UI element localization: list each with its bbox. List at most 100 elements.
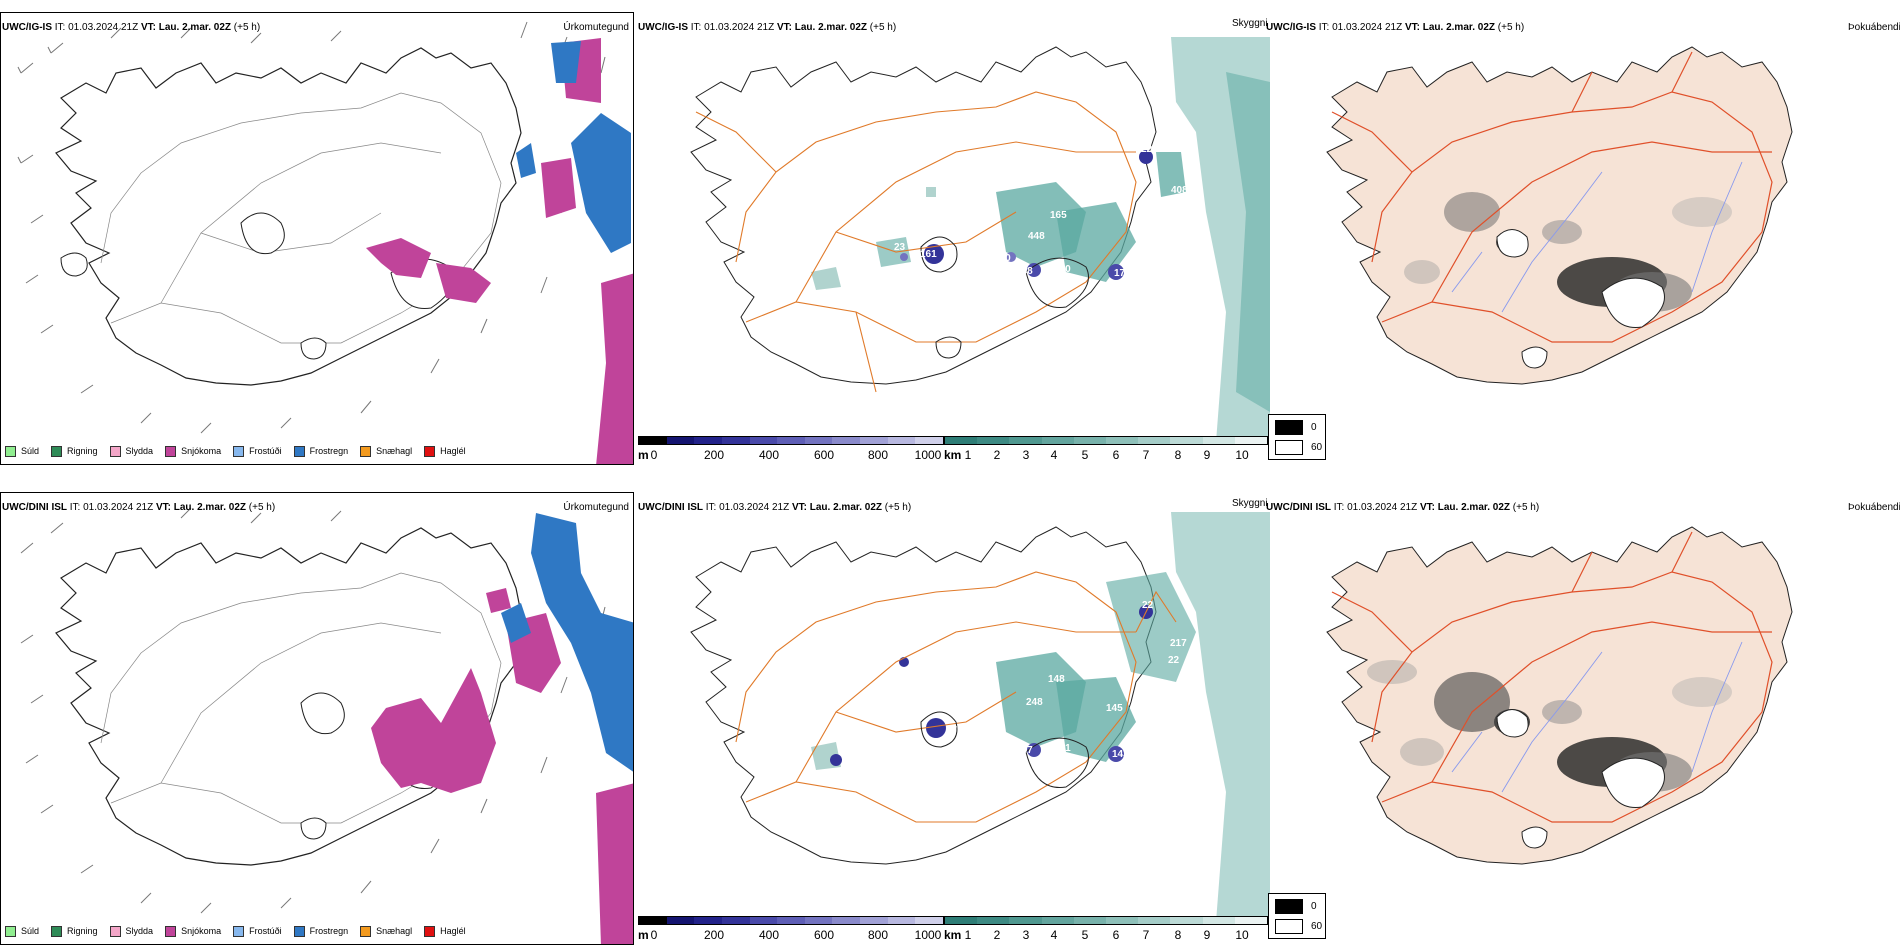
legend-label: Súld	[21, 446, 40, 456]
legend-label: Haglél	[440, 926, 466, 936]
vt-value: Lau. 2.mar. 02Z	[1437, 502, 1511, 513]
cloud-base-label: 158	[1016, 266, 1033, 277]
colorbar-tick: 0	[650, 448, 658, 462]
legend-swatch	[424, 445, 436, 457]
legend-label: Slydda	[125, 926, 154, 936]
it-label: IT:	[1333, 502, 1345, 513]
legend-swatch	[109, 925, 121, 937]
road-network	[695, 91, 1137, 393]
colorbar-tick: 0	[650, 928, 658, 942]
model-name: UWC/IG-IS	[638, 22, 688, 33]
colorbar-tick: 400	[758, 928, 780, 942]
legend-item: Slydda	[109, 445, 153, 457]
colorbar-tick: 10	[1235, 928, 1249, 942]
legend-item: Slydda	[109, 925, 154, 937]
fog-legend-swatch	[1275, 919, 1303, 934]
colorbar-visibility-row2: km 1 2 3 4 5 6 7 8 9 10	[944, 916, 1268, 944]
colorbar-tick: 1000	[914, 448, 942, 462]
colorbar-tick: 9	[1203, 448, 1211, 462]
cloud-base-label: 22	[1141, 144, 1153, 155]
colorbar-tick: 3	[1022, 928, 1030, 942]
legend-item: Snæhagl	[360, 925, 413, 937]
legend-item: Haglél	[424, 925, 466, 937]
it-label: IT:	[69, 502, 81, 513]
cloud-base-patches	[830, 605, 1153, 766]
colorbar-tick: 2	[993, 928, 1001, 942]
it-label: IT:	[705, 502, 717, 513]
colorbar-tick: 600	[813, 928, 835, 942]
fog-legend-value: 0	[1311, 901, 1317, 912]
legend-item: Snjókoma	[165, 445, 221, 457]
legend-label: Frostregn	[309, 926, 349, 936]
cloud-base-label: 148	[1048, 674, 1065, 685]
title-fog-row2: Þokuábendi	[1848, 502, 1900, 513]
road-network	[1331, 531, 1773, 823]
legend-item: Snæhagl	[360, 445, 412, 457]
title-precip-row1: Úrkomutegund	[563, 22, 629, 33]
header-row1-fog: UWC/IG-IS IT: 01.03.2024 21Z VT: Lau. 2.…	[1266, 22, 1524, 34]
cloud-panel-row2: 22 217 22 148 248 145 179 167 151 143 17…	[636, 492, 1270, 922]
colorbar-tick: 1	[964, 448, 972, 462]
precip-panel-row1: Súld Rigning Slydda Snjókoma Frostúði Fr…	[0, 12, 634, 465]
legend-swatch	[51, 925, 63, 937]
cloud-base-label: 248	[1026, 697, 1043, 708]
legend-label: Snjókoma	[181, 926, 222, 936]
colorbar-tick: 1000	[914, 928, 942, 942]
colorbar-tick: 5	[1081, 448, 1089, 462]
colorbar-tick: 5	[1081, 928, 1089, 942]
legend-swatch	[293, 925, 305, 937]
vt-label: VT:	[776, 22, 792, 33]
model-name: UWC/DINI ISL	[2, 502, 67, 513]
title-cloud-row1: Skyggni	[1232, 18, 1268, 29]
title-cloud-row2: Skyggni	[1232, 498, 1268, 509]
vt-label: VT:	[1419, 502, 1435, 513]
legend-swatch	[360, 445, 372, 457]
visibility-shading	[1171, 37, 1270, 442]
legend-item: Frostúði	[233, 445, 282, 457]
visibility-shading	[1171, 512, 1270, 922]
model-name: UWC/DINI ISL	[638, 502, 703, 513]
legend-label: Rigning	[67, 446, 98, 456]
cloud-base-label: 22	[1168, 655, 1180, 666]
it-value: 01.03.2024 21Z	[1347, 502, 1418, 513]
glacier-outlines	[1496, 229, 1665, 369]
header-row1-precip: UWC/IG-IS IT: 01.03.2024 21Z VT: Lau. 2.…	[2, 22, 260, 34]
legend-item: Súld	[5, 445, 40, 457]
it-value: 01.03.2024 21Z	[704, 22, 775, 33]
legend-item: Súld	[5, 925, 40, 937]
title-precip-row2: Úrkomutegund	[563, 502, 629, 513]
glacier-outlines	[1496, 709, 1665, 849]
legend-label: Frostregn	[309, 446, 349, 456]
fog-legend-item: 60	[1275, 440, 1322, 455]
legend-label: Snæhagl	[376, 926, 413, 936]
precip-panel-row2: Súld Rigning Slydda Snjókoma Frostúði Fr…	[0, 492, 634, 945]
legend-swatch	[233, 445, 245, 457]
glacier-outlines	[920, 236, 1089, 359]
legend-swatch	[51, 445, 63, 457]
road-network	[100, 92, 502, 344]
it-label: IT:	[1318, 22, 1330, 33]
cloud-base-label: 408	[1171, 185, 1188, 196]
lead-time: (+5 h)	[1497, 22, 1525, 33]
legend-swatch	[5, 445, 16, 457]
colorbar-tick: 800	[867, 928, 889, 942]
model-name: UWC/IG-IS	[2, 22, 52, 33]
it-label: IT:	[690, 22, 702, 33]
legend-label: Súld	[21, 926, 40, 936]
fog-legend-value: 0	[1311, 422, 1317, 433]
colorbar-tick: 9	[1203, 928, 1211, 942]
lead-time: (+5 h)	[869, 22, 897, 33]
cloud-panel-row1: 22 408 165 448 161 240 158 120 171 23	[636, 12, 1270, 442]
vt-label: VT:	[140, 22, 156, 33]
it-value: 01.03.2024 21Z	[83, 502, 154, 513]
lead-time: (+5 h)	[248, 502, 276, 513]
cloud-base-label: 217	[1170, 638, 1187, 649]
road-network	[1331, 51, 1773, 343]
legend-label: Frostúði	[249, 926, 282, 936]
colorbar-tick: 1	[964, 928, 972, 942]
colorbar-tick: 7	[1142, 928, 1150, 942]
vt-label: VT:	[791, 502, 807, 513]
legend-swatch	[360, 925, 372, 937]
fog-legend-swatch	[1275, 440, 1303, 455]
legend-item: Frostregn	[293, 445, 349, 457]
